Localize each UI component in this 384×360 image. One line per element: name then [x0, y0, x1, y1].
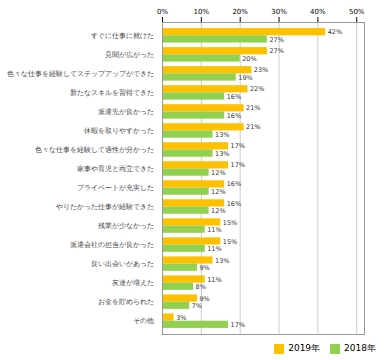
svg-text:3%: 3%	[176, 314, 186, 322]
svg-text:13%: 13%	[215, 131, 229, 139]
svg-text:20%: 20%	[232, 8, 248, 16]
svg-text:12%: 12%	[211, 207, 225, 215]
svg-text:友達が増えた: 友達が増えた	[112, 278, 154, 287]
svg-text:9%: 9%	[199, 264, 209, 272]
svg-text:19%: 19%	[238, 74, 252, 82]
svg-text:12%: 12%	[211, 169, 225, 177]
svg-text:12%: 12%	[211, 188, 225, 196]
svg-text:11%: 11%	[207, 276, 221, 284]
svg-text:家事や育児と両立できた: 家事や育児と両立できた	[77, 164, 154, 173]
svg-text:42%: 42%	[328, 28, 342, 36]
svg-text:プライベートが充実した: プライベートが充実した	[77, 184, 154, 192]
svg-text:17%: 17%	[231, 142, 245, 150]
svg-text:11%: 11%	[207, 226, 221, 234]
svg-text:16%: 16%	[227, 112, 241, 120]
svg-text:11%: 11%	[207, 245, 221, 253]
svg-text:やりたかった仕事が経験できた: やりたかった仕事が経験できた	[56, 203, 154, 211]
svg-text:15%: 15%	[223, 219, 237, 227]
svg-text:9%: 9%	[199, 294, 210, 303]
svg-text:20%: 20%	[242, 55, 256, 63]
html-text:2019年: 2019年	[288, 343, 321, 353]
html-text:2018年: 2018年	[344, 343, 376, 353]
svg-text:0%: 0%	[157, 8, 168, 16]
svg-text:色々な仕事を経験して適性が分かった: 色々な仕事を経験して適性が分かった	[35, 146, 154, 154]
svg-text:色々な仕事を経験してステップアップができた: 色々な仕事を経験してステップアップができた	[7, 70, 154, 78]
svg-text:7%: 7%	[192, 302, 202, 310]
svg-text:15%: 15%	[223, 238, 237, 246]
svg-text:17%: 17%	[231, 321, 245, 329]
svg-text:22%: 22%	[250, 85, 264, 93]
svg-text:お金を貯められた: お金を貯められた	[98, 298, 154, 306]
svg-text:23%: 23%	[254, 66, 268, 74]
svg-text:10%: 10%	[194, 8, 210, 16]
svg-text:新たなスキルを習得できた: 新たなスキルを習得できた	[70, 89, 154, 97]
svg-text:良い出会いがあった: 良い出会いがあった	[91, 260, 154, 268]
svg-text:21%: 21%	[246, 104, 260, 112]
svg-text:40%: 40%	[310, 8, 326, 16]
svg-text:派遣先が良かった: 派遣先が良かった	[98, 108, 154, 116]
svg-text:残業が少なかった: 残業が少なかった	[98, 222, 154, 230]
svg-text:16%: 16%	[227, 200, 241, 208]
svg-text:見聞が広がった: 見聞が広がった	[105, 51, 154, 59]
svg-text:その他: その他	[133, 317, 154, 325]
svg-text:休暇を取りやすかった: 休暇を取りやすかった	[84, 127, 154, 135]
svg-text:27%: 27%	[269, 47, 283, 55]
svg-text:16%: 16%	[227, 93, 241, 101]
svg-text:16%: 16%	[227, 180, 241, 188]
svg-text:8%: 8%	[196, 283, 206, 291]
svg-text:派遣会社の担当が良かった: 派遣会社の担当が良かった	[70, 241, 154, 249]
svg-text:30%: 30%	[271, 8, 287, 16]
svg-text:27%: 27%	[269, 36, 283, 44]
svg-text:17%: 17%	[231, 161, 245, 169]
svg-text:すぐに仕事に就けた: すぐに仕事に就けた	[91, 32, 154, 40]
svg-text:13%: 13%	[215, 150, 229, 158]
svg-text:21%: 21%	[246, 123, 260, 131]
svg-text:13%: 13%	[215, 257, 229, 265]
svg-text:50%: 50%	[349, 8, 365, 16]
